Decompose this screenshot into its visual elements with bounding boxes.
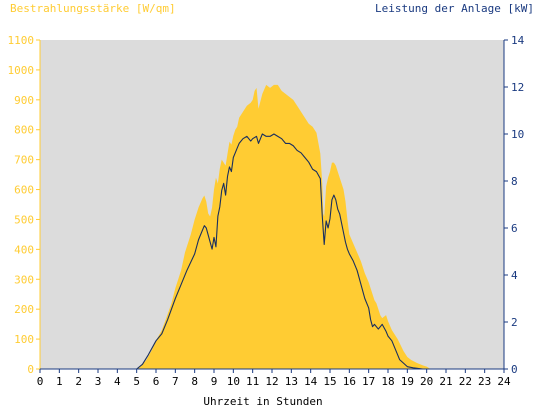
right-tick-label: 10 <box>511 128 524 141</box>
right-tick-label: 12 <box>511 81 524 94</box>
right-tick-label: 6 <box>511 222 518 235</box>
x-tick-label: 3 <box>95 375 102 388</box>
left-tick-label: 400 <box>14 243 34 256</box>
x-tick-label: 2 <box>75 375 82 388</box>
irradiance-area <box>40 84 504 370</box>
x-tick-label: 1 <box>56 375 63 388</box>
x-tick-label: 9 <box>211 375 218 388</box>
left-tick-label: 1100 <box>8 34 35 47</box>
left-tick-label: 1000 <box>8 64 35 77</box>
x-tick-label: 7 <box>172 375 179 388</box>
left-tick-label: 100 <box>14 333 34 346</box>
right-tick-label: 14 <box>511 34 525 47</box>
x-axis-title: Uhrzeit in Stunden <box>203 395 322 408</box>
x-tick-label: 17 <box>362 375 375 388</box>
x-tick-label: 4 <box>114 375 121 388</box>
left-tick-label: 200 <box>14 303 34 316</box>
left-axis-title: Bestrahlungsstärke [W/qm] <box>10 2 176 15</box>
x-tick-label: 11 <box>246 375 259 388</box>
x-tick-label: 15 <box>323 375 336 388</box>
x-tick-label: 13 <box>285 375 298 388</box>
x-tick-label: 20 <box>420 375 433 388</box>
right-tick-label: 0 <box>511 363 518 376</box>
x-tick-label: 16 <box>343 375 356 388</box>
left-tick-label: 0 <box>27 363 34 376</box>
x-tick-label: 21 <box>439 375 452 388</box>
x-tick-label: 19 <box>401 375 414 388</box>
left-tick-label: 300 <box>14 273 34 286</box>
x-tick-label: 14 <box>304 375 318 388</box>
left-tick-label: 500 <box>14 213 34 226</box>
x-tick-label: 23 <box>478 375 491 388</box>
right-tick-label: 4 <box>511 269 518 282</box>
right-tick-label: 2 <box>511 316 518 329</box>
x-tick-label: 12 <box>265 375 278 388</box>
x-tick-label: 5 <box>133 375 140 388</box>
x-tick-label: 24 <box>497 375 511 388</box>
right-axis-title: Leistung der Anlage [kW] <box>375 2 534 15</box>
x-tick-label: 22 <box>459 375 472 388</box>
left-tick-label: 800 <box>14 124 34 137</box>
left-tick-label: 900 <box>14 94 34 107</box>
right-tick-label: 8 <box>511 175 518 188</box>
x-tick-label: 10 <box>227 375 240 388</box>
x-tick-label: 18 <box>381 375 394 388</box>
x-tick-label: 6 <box>153 375 160 388</box>
x-tick-label: 8 <box>191 375 198 388</box>
power-line <box>40 133 504 370</box>
left-tick-label: 600 <box>14 184 34 197</box>
left-tick-label: 700 <box>14 154 34 167</box>
x-tick-label: 0 <box>37 375 44 388</box>
